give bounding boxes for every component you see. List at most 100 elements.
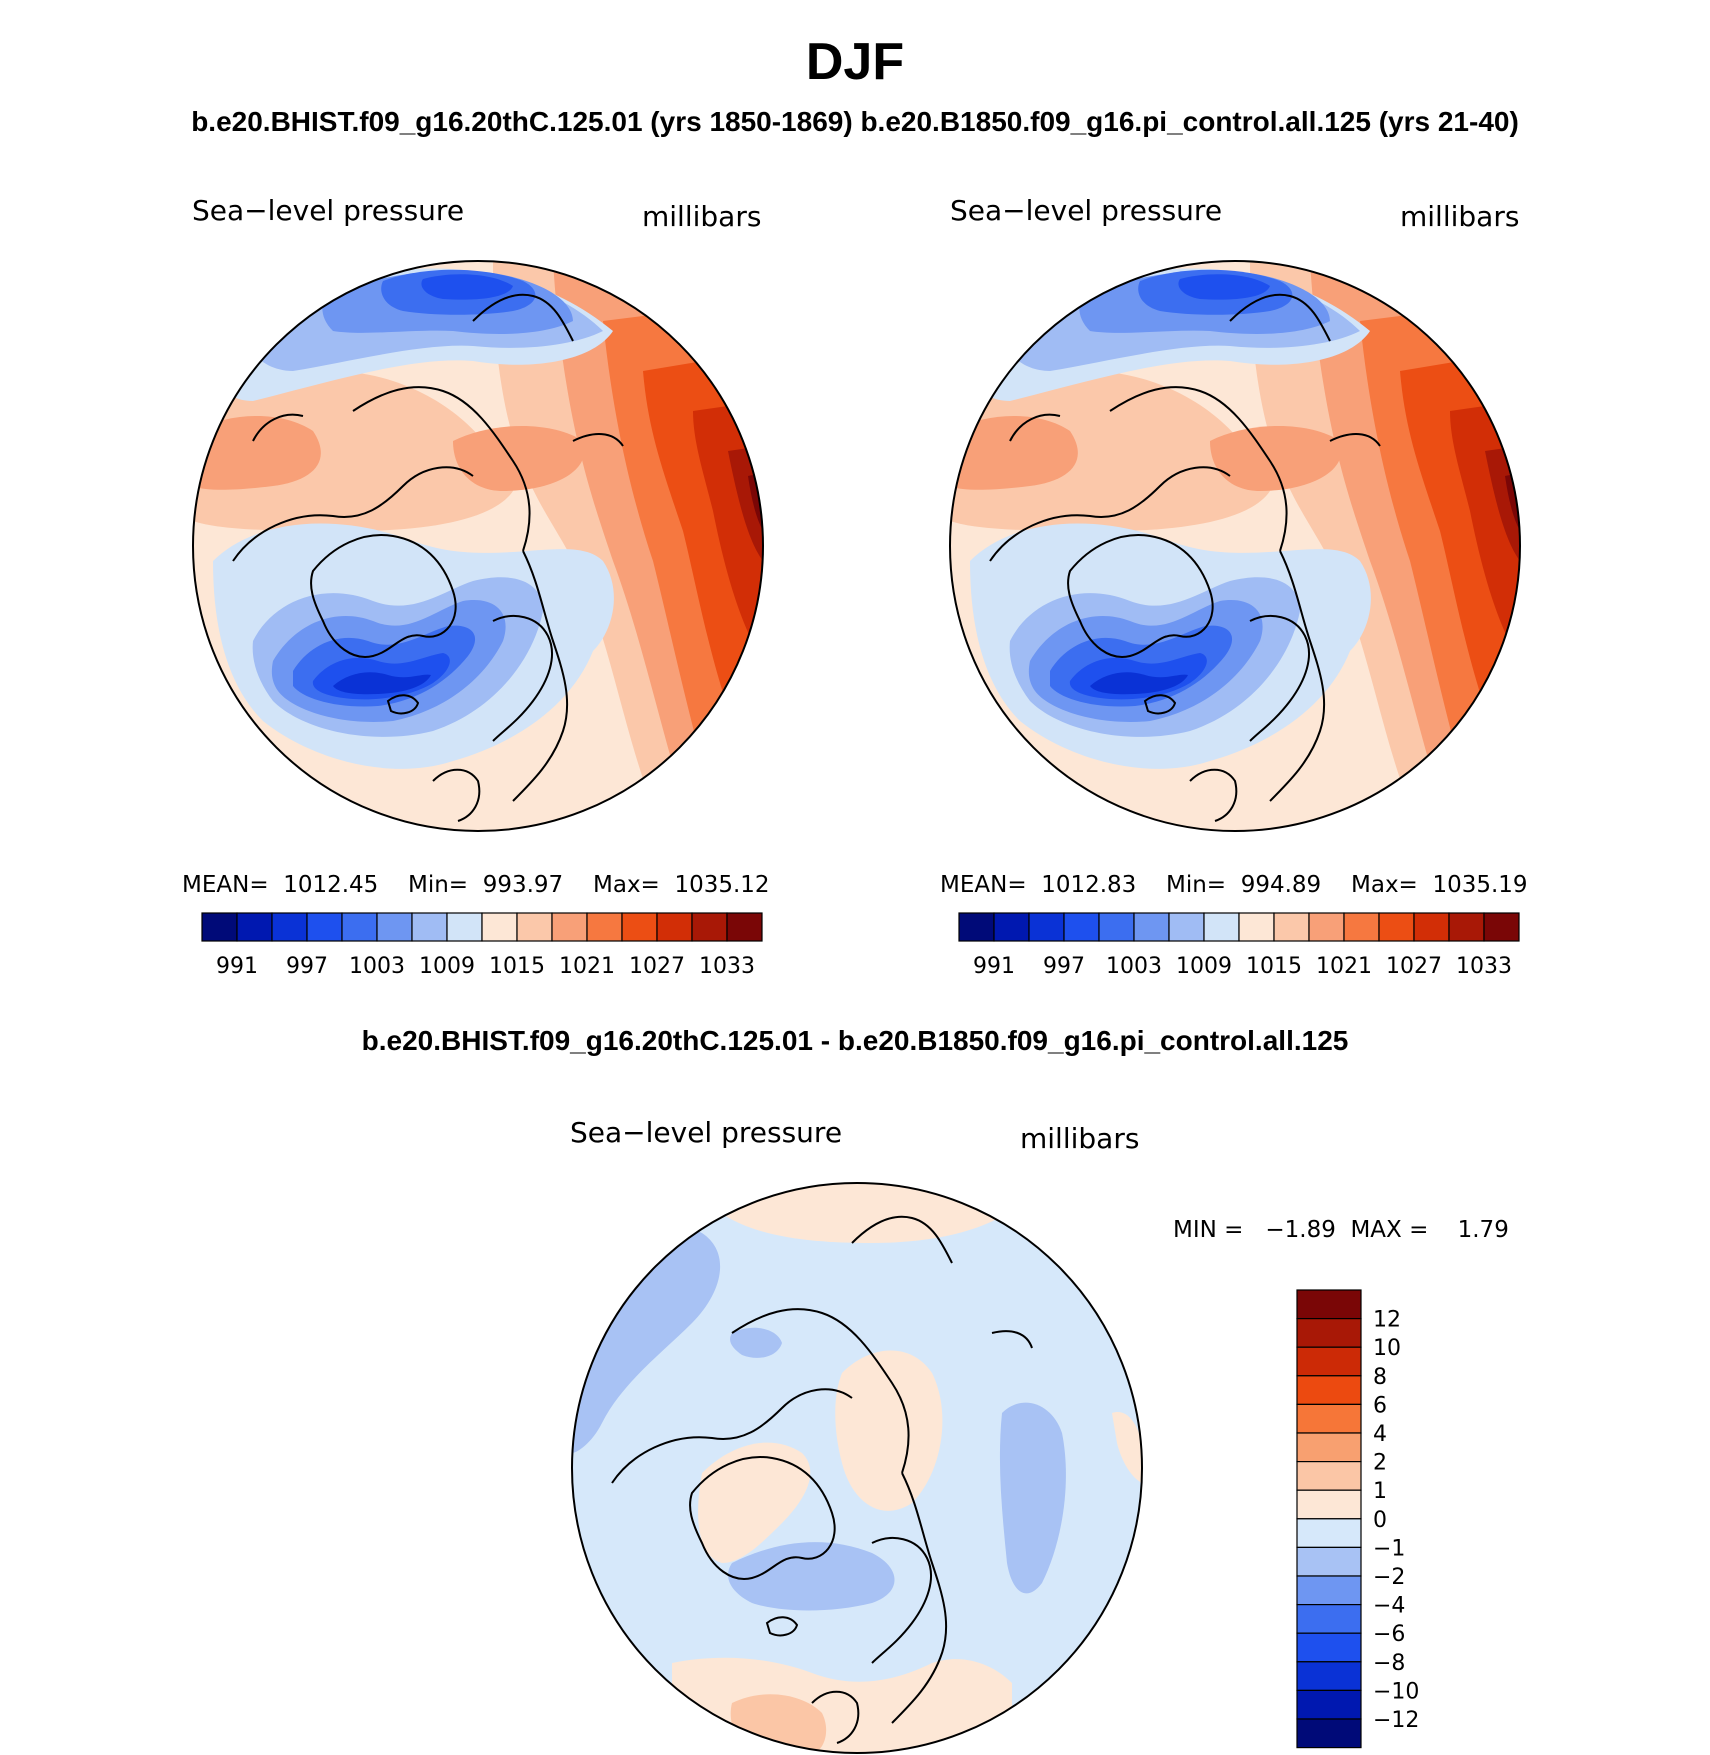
panel1-colorbar-swatch-11 bbox=[586, 912, 623, 942]
diff-polar-map bbox=[571, 1182, 1143, 1754]
panel2-units-label: millibars bbox=[1400, 200, 1520, 233]
diff-colorbar-tick-label: −6 bbox=[1373, 1622, 1405, 1647]
diff-colorbar-tick-label: −10 bbox=[1373, 1679, 1419, 1704]
panel2-colorbar-swatch-2 bbox=[1028, 912, 1065, 942]
panel1-colorbar-swatch-13 bbox=[656, 912, 693, 942]
diff-colorbar-tick-label: −12 bbox=[1373, 1708, 1419, 1733]
panel2-colorbar-tick-label: 1015 bbox=[1246, 954, 1302, 979]
diff-colorbar-tick-label: 6 bbox=[1373, 1393, 1387, 1418]
panel2-variable-label: Sea−level pressure bbox=[950, 194, 1223, 227]
diff-colorbar-tick-label: 1 bbox=[1373, 1479, 1387, 1504]
panel2-colorbar-tick-label: 1003 bbox=[1106, 954, 1162, 979]
diff-colorbar-swatch-3 bbox=[1296, 1375, 1362, 1406]
panel1-colorbar-swatch-4 bbox=[341, 912, 378, 942]
panel1-colorbar-tick-label: 991 bbox=[216, 954, 258, 979]
panel1-colorbar-tick-label: 1003 bbox=[349, 954, 405, 979]
panel2-colorbar-tick-label: 1027 bbox=[1386, 954, 1442, 979]
diff-colorbar-swatch-10 bbox=[1296, 1575, 1362, 1606]
panel2-colorbar-swatch-9 bbox=[1273, 912, 1310, 942]
panel2-mean-text: MEAN= 1012.83 bbox=[940, 872, 1137, 898]
panel2-colorbar-swatch-3 bbox=[1063, 912, 1100, 942]
panel2-colorbar-swatch-4 bbox=[1098, 912, 1135, 942]
panel1-colorbar-swatch-14 bbox=[691, 912, 728, 942]
figure-title: DJF bbox=[805, 33, 905, 91]
panel1-colorbar-swatch-6 bbox=[411, 912, 448, 942]
panel1-colorbar-tick-label: 1009 bbox=[419, 954, 475, 979]
panel1-colorbar-tick-label: 997 bbox=[286, 954, 328, 979]
difference-title: b.e20.BHIST.f09_g16.20thC.125.01 - b.e20… bbox=[361, 1025, 1349, 1056]
panel2-colorbar-tick-label: 1033 bbox=[1456, 954, 1512, 979]
diff-minmax-text: MIN = −1.89 MAX = 1.79 bbox=[1173, 1217, 1509, 1243]
panel1-colorbar-swatch-10 bbox=[551, 912, 588, 942]
diff-colorbar-swatch-13 bbox=[1296, 1661, 1362, 1692]
diff-colorbar-swatch-5 bbox=[1296, 1432, 1362, 1463]
panel1-colorbar-swatch-7 bbox=[446, 912, 483, 942]
panel2-max-text: Max= 1035.19 bbox=[1351, 872, 1528, 898]
diff-colorbar-swatch-8 bbox=[1296, 1518, 1362, 1549]
panel1-min-text: Min= 993.97 bbox=[408, 872, 564, 898]
diff-units-label: millibars bbox=[1020, 1122, 1140, 1155]
diff-colorbar-swatch-6 bbox=[1296, 1460, 1362, 1491]
panel2-colorbar-swatch-15 bbox=[1483, 912, 1520, 942]
panel1-colorbar-tick-label: 1015 bbox=[489, 954, 545, 979]
panel2-colorbar-swatch-12 bbox=[1378, 912, 1415, 942]
panel1-colorbar-swatch-1 bbox=[236, 912, 273, 942]
diff-colorbar-swatch-4 bbox=[1296, 1403, 1362, 1434]
panel1-polar-map bbox=[192, 260, 764, 832]
panel2-colorbar-swatch-14 bbox=[1448, 912, 1485, 942]
diff-colorbar-swatch-1 bbox=[1296, 1317, 1362, 1348]
panel1-colorbar-swatch-0 bbox=[201, 912, 238, 942]
diff-colorbar-tick-label: 2 bbox=[1373, 1451, 1387, 1476]
panel1-colorbar-swatch-5 bbox=[376, 912, 413, 942]
panel1-colorbar-swatch-12 bbox=[621, 912, 658, 942]
diff-colorbar-swatch-11 bbox=[1296, 1603, 1362, 1634]
panel2-colorbar-tick-label: 1009 bbox=[1176, 954, 1232, 979]
panel1-colorbar-tick-label: 1033 bbox=[699, 954, 755, 979]
diff-colorbar-swatch-7 bbox=[1296, 1489, 1362, 1520]
panel2-colorbar-swatch-13 bbox=[1413, 912, 1450, 942]
panel1-colorbar-swatch-9 bbox=[516, 912, 553, 942]
panel2-polar-map bbox=[949, 260, 1521, 832]
panel2-colorbar-swatch-11 bbox=[1343, 912, 1380, 942]
diff-colorbar-tick-label: 10 bbox=[1373, 1336, 1401, 1361]
panel2-min-text: Min= 994.89 bbox=[1166, 872, 1322, 898]
panel2-colorbar-swatch-1 bbox=[993, 912, 1030, 942]
panel1-colorbar-swatch-2 bbox=[271, 912, 308, 942]
diff-colorbar-swatch-15 bbox=[1296, 1718, 1362, 1749]
diff-colorbar-tick-label: −2 bbox=[1373, 1565, 1405, 1590]
diff-colorbar-tick-label: 4 bbox=[1373, 1422, 1387, 1447]
diff-colorbar-swatch-14 bbox=[1296, 1689, 1362, 1720]
panel2-colorbar-swatch-7 bbox=[1203, 912, 1240, 942]
panel2-colorbar-swatch-0 bbox=[958, 912, 995, 942]
panel2-colorbar-swatch-10 bbox=[1308, 912, 1345, 942]
panel1-colorbar-swatch-8 bbox=[481, 912, 518, 942]
panel1-units-label: millibars bbox=[642, 200, 762, 233]
case-subtitle: b.e20.BHIST.f09_g16.20thC.125.01 (yrs 18… bbox=[191, 106, 1519, 137]
panel2-colorbar-tick-label: 991 bbox=[973, 954, 1015, 979]
diff-colorbar-swatch-0 bbox=[1296, 1289, 1362, 1320]
panel2-colorbar-swatch-6 bbox=[1168, 912, 1205, 942]
diff-colorbar-tick-label: −4 bbox=[1373, 1594, 1405, 1619]
panel2-colorbar-swatch-8 bbox=[1238, 912, 1275, 942]
panel1-max-text: Max= 1035.12 bbox=[593, 872, 770, 898]
panel1-colorbar-tick-label: 1027 bbox=[629, 954, 685, 979]
panel1-colorbar-swatch-3 bbox=[306, 912, 343, 942]
diff-variable-label: Sea−level pressure bbox=[570, 1116, 843, 1149]
panel2-colorbar-tick-label: 1021 bbox=[1316, 954, 1372, 979]
diff-colorbar-swatch-2 bbox=[1296, 1346, 1362, 1377]
diff-colorbar-tick-label: 8 bbox=[1373, 1365, 1387, 1390]
diff-colorbar-swatch-9 bbox=[1296, 1546, 1362, 1577]
panel2-colorbar-swatch-5 bbox=[1133, 912, 1170, 942]
panel2-colorbar-tick-label: 997 bbox=[1043, 954, 1085, 979]
diff-colorbar-swatch-12 bbox=[1296, 1632, 1362, 1663]
diff-colorbar-tick-label: −8 bbox=[1373, 1651, 1405, 1676]
diff-colorbar-tick-label: 12 bbox=[1373, 1308, 1401, 1333]
panel1-mean-text: MEAN= 1012.45 bbox=[182, 872, 379, 898]
diff-colorbar-tick-label: −1 bbox=[1373, 1536, 1405, 1561]
panel1-colorbar-swatch-15 bbox=[726, 912, 763, 942]
panel2-colorbar: 991 997 1003 1009 1015 1021 1027 1033 bbox=[958, 912, 1520, 979]
panel1-colorbar: 991 997 1003 1009 1015 1021 1027 1033 bbox=[201, 912, 763, 979]
panel1-variable-label: Sea−level pressure bbox=[192, 194, 465, 227]
